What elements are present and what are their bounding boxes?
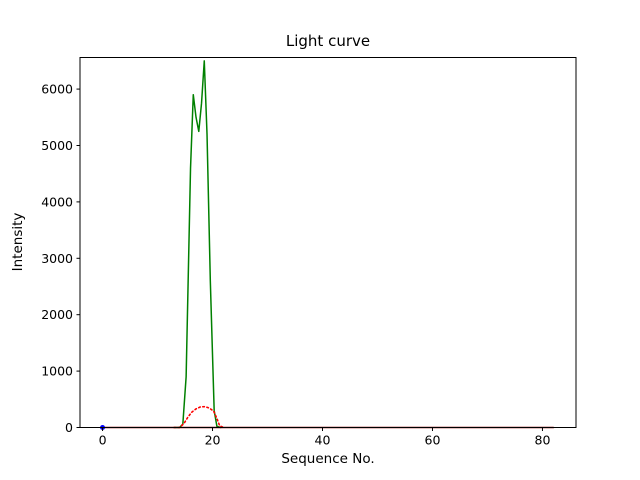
series-green-curve (173, 60, 222, 429)
axes-spines (79, 57, 577, 428)
x-tick-label: 20 (205, 433, 221, 448)
series-red-dotted-curve (173, 405, 225, 429)
y-tick-label: 6000 (41, 82, 73, 97)
y-tick-label: 5000 (41, 138, 73, 153)
chart-title: Light curve (286, 32, 370, 50)
x-tick-label: 60 (425, 433, 441, 448)
y-tick-label: 2000 (41, 307, 73, 322)
y-tick-label: 1000 (41, 364, 73, 379)
y-tick-label: 3000 (41, 251, 73, 266)
x-tick-label: 80 (535, 433, 551, 448)
x-tick-label: 40 (315, 433, 331, 448)
x-axis-label: Sequence No. (281, 451, 374, 467)
y-axis-label: Intensity (10, 213, 26, 272)
plot-area: 0 20 40 60 80 0 1000 2000 3000 4000 5000 6000 (41, 57, 577, 448)
y-tick-label: 4000 (41, 194, 73, 209)
x-tick-label: 0 (99, 433, 107, 448)
y-tick-label: 0 (65, 420, 73, 435)
